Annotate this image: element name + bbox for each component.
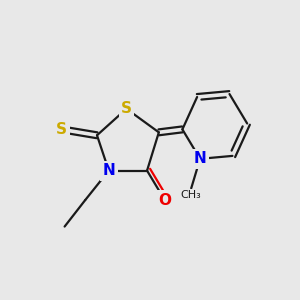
Text: S: S [56, 122, 67, 137]
Text: O: O [158, 193, 171, 208]
Text: N: N [102, 163, 115, 178]
Text: N: N [194, 151, 206, 166]
Text: CH₃: CH₃ [181, 190, 202, 200]
Text: S: S [121, 101, 132, 116]
